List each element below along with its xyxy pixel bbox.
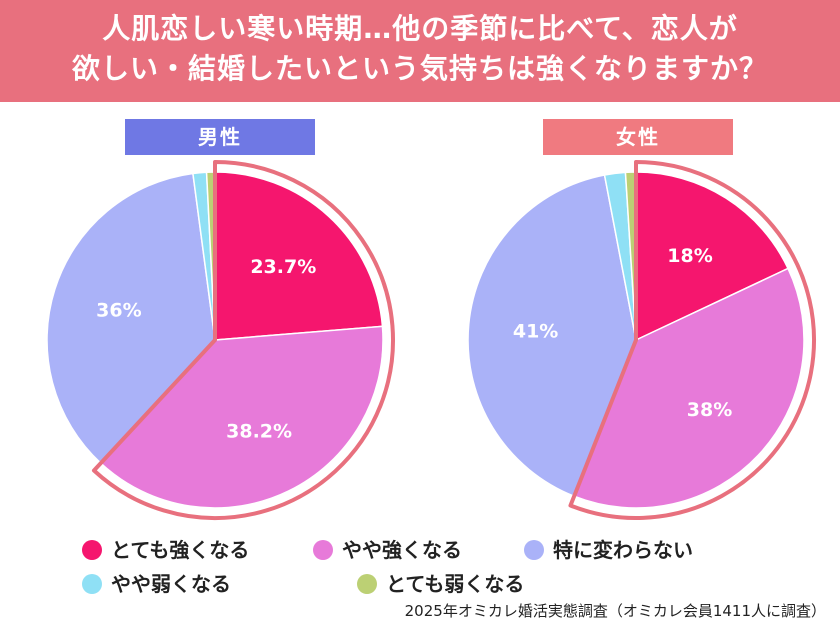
- legend-label: やや弱くなる: [111, 572, 231, 596]
- male-slice-1: [99, 325, 384, 509]
- male-chart-title: 男性: [125, 119, 315, 155]
- legend-dot: [313, 540, 333, 560]
- female-slice-label-1: 38%: [687, 399, 732, 421]
- legend-dot: [357, 574, 377, 594]
- female-slice-label-2: 41%: [513, 321, 558, 343]
- male-slice-2: [46, 172, 216, 465]
- female-slice-0: [635, 171, 790, 342]
- header-banner: 人肌恋しい寒い時期…他の季節に比べて、恋人が 欲しい・結婚したいという気持ちは強…: [0, 0, 840, 102]
- female-slice-label-0: 18%: [667, 245, 712, 267]
- header-line-2: 欲しい・結婚したいという気持ちは強くなりますか？: [71, 52, 768, 85]
- legend-label: 特に変わらない: [553, 538, 693, 562]
- legend-label: とても強くなる: [111, 538, 250, 562]
- legend-item-somewhat-weak: やや弱くなる: [82, 568, 231, 597]
- female-highlight-outline: [568, 160, 816, 520]
- male-slice-label-0: 23.7%: [250, 256, 316, 278]
- female-chart-title: 女性: [543, 119, 733, 155]
- male-slice-label-1: 38.2%: [226, 421, 292, 443]
- header-line-1: 人肌恋しい寒い時期…他の季節に比べて、恋人が: [102, 12, 738, 45]
- male-highlight-outline: [91, 160, 395, 520]
- female-pie-chart: 18% 38% 41%: [467, 160, 816, 520]
- legend-label: とても弱くなる: [386, 572, 525, 596]
- male-pie-chart: 23.7% 38.2% 36%: [46, 160, 395, 520]
- legend-dot: [82, 574, 102, 594]
- legend-dot: [82, 540, 102, 560]
- male-slice-0: [214, 171, 384, 341]
- legend-item-no-change: 特に変わらない: [524, 534, 693, 563]
- legend-dot: [524, 540, 544, 560]
- female-slice-2: [467, 174, 637, 498]
- source-note: 2025年オミカレ婚活実態調査（オミカレ会員1411人に調査）: [404, 602, 826, 620]
- legend-label: やや強くなる: [342, 538, 462, 562]
- legend-item-very-strong: とても強くなる: [82, 534, 249, 563]
- legend-item-somewhat-strong: やや強くなる: [313, 534, 462, 563]
- legend-item-very-weak: とても弱くなる: [357, 568, 524, 597]
- female-slice-1: [573, 267, 805, 509]
- male-slice-label-2: 36%: [96, 300, 141, 322]
